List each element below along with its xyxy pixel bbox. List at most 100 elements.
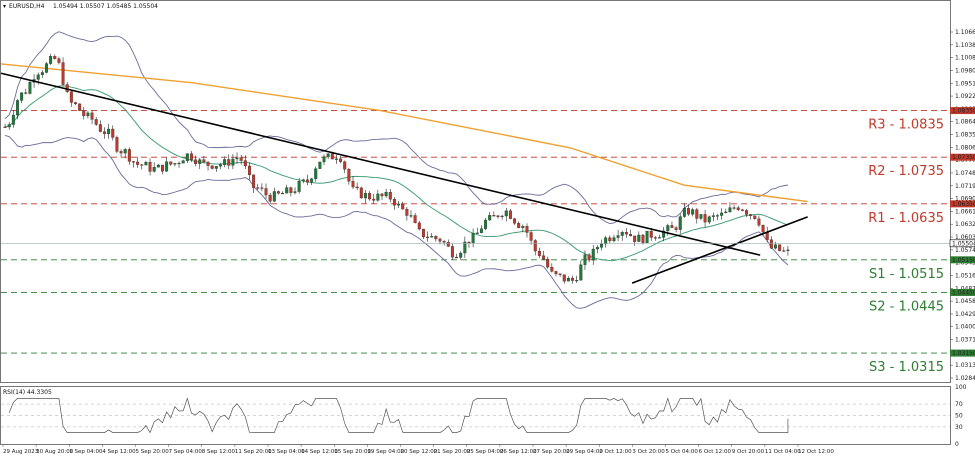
candle-body: [152, 167, 156, 172]
price-tick-label: 1.09510: [955, 80, 975, 87]
candle-body: [587, 254, 591, 261]
candle-body: [666, 225, 670, 232]
candle-body: [339, 158, 343, 162]
candle-body: [409, 215, 413, 217]
candle-body: [372, 198, 376, 201]
price-tick-label: 1.04580: [955, 298, 975, 305]
time-tick-label: 20 Sep 12:00: [401, 449, 438, 455]
candle-body: [194, 159, 198, 164]
price-tick-label: 1.08640: [955, 119, 975, 126]
candle-body: [691, 209, 695, 215]
candle-body: [600, 243, 604, 248]
candle-body: [612, 237, 616, 242]
candle-body: [310, 178, 314, 183]
candle-body: [355, 186, 359, 189]
candle-body: [732, 207, 736, 209]
candle-body: [546, 258, 550, 268]
trendline: [0, 72, 761, 256]
current-price-label: 1.05504: [952, 240, 975, 247]
candle-body: [74, 102, 77, 105]
candle-body: [347, 169, 351, 182]
price-tick-label: 1.03130: [955, 362, 975, 369]
time-tick-label: 8 Sep 12:00: [202, 449, 236, 455]
candle-body: [525, 226, 529, 233]
candle-body: [558, 273, 562, 275]
candle-body: [591, 248, 595, 261]
candle-body: [227, 159, 231, 166]
price-tick-label: 1.08350: [955, 132, 975, 139]
price-tick-label: 1.06320: [955, 221, 975, 228]
candle-body: [223, 159, 227, 165]
candle-body: [45, 63, 48, 73]
candle-body: [716, 215, 719, 217]
candle-body: [695, 209, 699, 219]
level-tag-s2: [950, 288, 975, 296]
price-tick-label: 1.06610: [955, 208, 975, 215]
candle-body: [40, 72, 44, 75]
candle-body: [637, 234, 641, 242]
time-tick-label: 14 Sep 12:00: [301, 449, 338, 455]
candle-body: [711, 215, 715, 217]
price-tick-label: 1.10380: [955, 42, 975, 49]
candle-body: [281, 193, 285, 195]
candle-body: [7, 124, 11, 128]
time-tick-label: 1 Sep 04:00: [69, 449, 103, 455]
candle-body: [231, 158, 235, 166]
candle-body: [583, 254, 587, 265]
candle-body: [16, 100, 19, 116]
candle-body: [401, 203, 405, 210]
candle-body: [753, 215, 757, 219]
price-tick-label: 1.09220: [955, 93, 975, 100]
candle-body: [533, 240, 537, 252]
candle-body: [542, 255, 546, 260]
candle-body: [633, 235, 637, 242]
candle-body: [778, 244, 782, 251]
time-tick-label: 11 Sep 20:00: [235, 449, 272, 455]
candle-body: [467, 241, 471, 244]
moving-averages: [0, 63, 808, 262]
level-label-r1: R1 - 1.0635: [868, 211, 944, 226]
candle-body: [351, 181, 355, 188]
candle-body: [707, 216, 711, 223]
price-tick-label: 1.09800: [955, 67, 975, 74]
chart-ohlc: 1.05494 1.05507 1.05485 1.05504: [53, 3, 158, 10]
level-tag-label-r1: 1.06350: [952, 201, 975, 208]
candle-body: [189, 153, 193, 160]
candle-body: [392, 199, 396, 206]
bollinger-bands: [4, 31, 789, 309]
level-tag-label-s2: 1.04450: [952, 289, 975, 296]
candle-body: [235, 157, 239, 160]
candle-body: [417, 222, 421, 230]
candle-body: [508, 210, 512, 219]
level-label-r2: R2 - 1.0735: [868, 164, 944, 179]
candle-body: [658, 237, 661, 239]
candle-body: [330, 153, 334, 160]
level-label-s2: S2 - 1.0445: [869, 299, 944, 314]
candle-body: [384, 191, 388, 197]
candle-body: [450, 246, 454, 258]
candle-body: [326, 153, 330, 157]
candle-body: [687, 208, 690, 215]
candle-body: [36, 74, 40, 80]
candle-body: [740, 209, 744, 211]
candle-body: [529, 232, 533, 241]
candle-body: [169, 161, 173, 165]
candle-body: [57, 58, 61, 63]
candle-body: [421, 228, 425, 238]
candle-body: [405, 208, 409, 216]
candle-body: [413, 215, 417, 224]
candle-body: [682, 208, 686, 217]
candle-body: [272, 191, 276, 202]
candle-body: [301, 179, 305, 182]
price-tick-label: 1.10660: [955, 29, 975, 36]
candle-body: [517, 223, 521, 228]
time-tick-label: 2 Oct 12:00: [599, 449, 632, 455]
bollinger-middle: [4, 85, 789, 262]
rsi-tick-label: 100: [955, 384, 967, 391]
rsi-tick-label: 30: [955, 424, 963, 431]
candle-body: [388, 191, 392, 200]
price-tick-label: 1.08060: [955, 144, 975, 151]
candle-body: [148, 162, 152, 172]
time-tick-label: 25 Sep 04:00: [467, 449, 504, 455]
candle-body: [343, 161, 347, 170]
